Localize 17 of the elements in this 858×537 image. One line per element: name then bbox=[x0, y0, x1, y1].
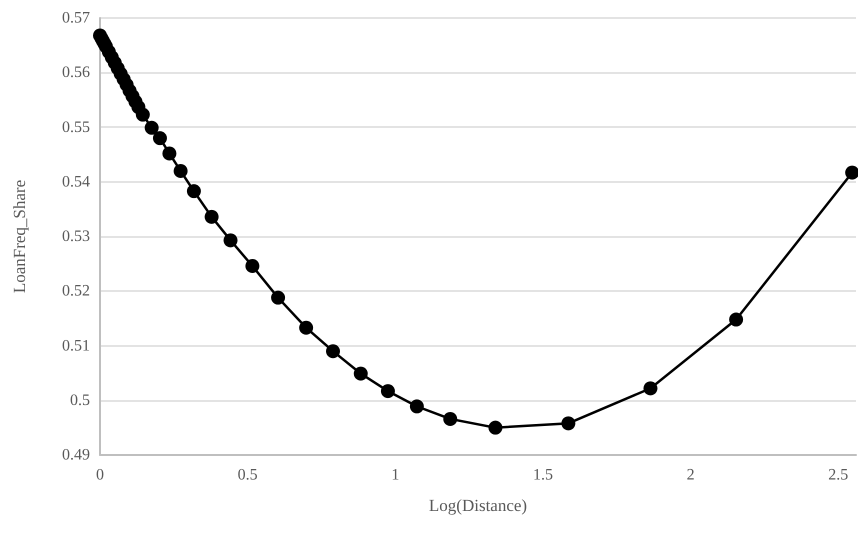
x-tick-label: 2.5 bbox=[828, 466, 848, 484]
y-tick-label: 0.52 bbox=[62, 282, 90, 300]
x-tick-label: 0 bbox=[96, 466, 104, 484]
y-tick-label: 0.53 bbox=[62, 228, 90, 245]
y-tick-label: 0.51 bbox=[62, 337, 90, 354]
y-axis-title: LoanFreq_Share bbox=[10, 180, 29, 294]
y-tick-label: 0.54 bbox=[62, 173, 90, 190]
y-tick-label: 0.56 bbox=[62, 64, 90, 82]
y-tick-label: 0.57 bbox=[62, 10, 90, 26]
y-tick-label: 0.49 bbox=[62, 446, 90, 464]
x-tick-label: 0.5 bbox=[238, 466, 258, 484]
x-tick-label: 1.5 bbox=[532, 466, 553, 484]
x-tick-label: 1 bbox=[391, 466, 400, 484]
y-tick-label: 0.55 bbox=[62, 118, 90, 136]
y-tick-label: 0.5 bbox=[70, 392, 90, 409]
x-axis-title: Log(Distance) bbox=[428, 496, 528, 515]
x-tick-label: 2 bbox=[686, 466, 695, 484]
